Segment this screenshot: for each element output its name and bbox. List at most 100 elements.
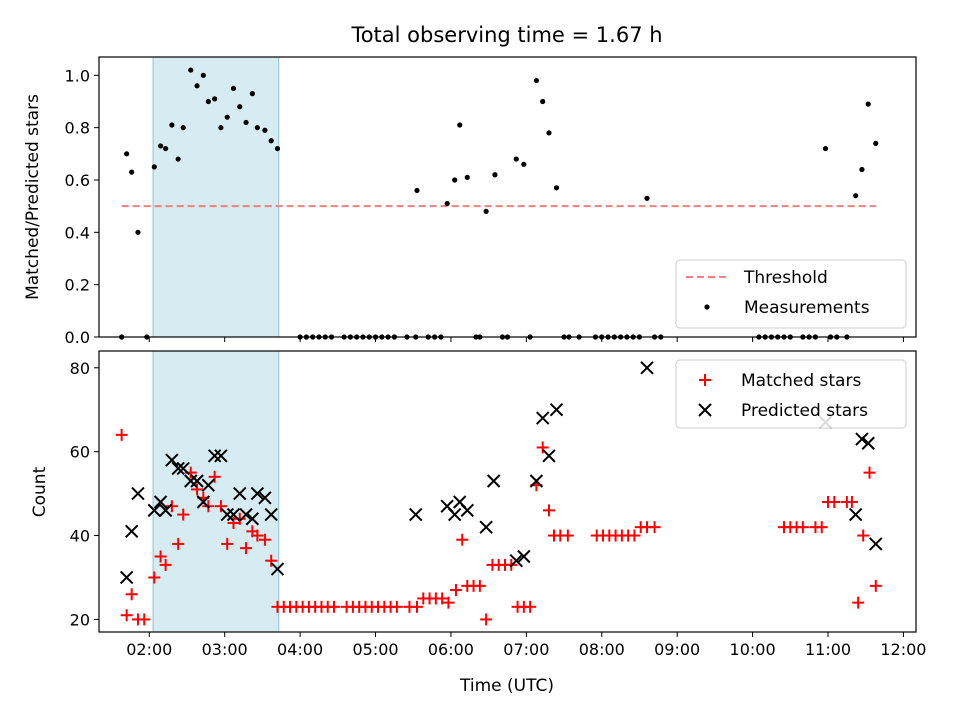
- cross-stroke-b: [855, 432, 869, 446]
- y-tick-label: 80: [70, 359, 90, 378]
- matched-point: [390, 600, 403, 613]
- observing-span: [152, 56, 280, 338]
- predicted-point: [486, 474, 501, 488]
- matched-point: [120, 609, 133, 622]
- legend-predicted-swatch: [698, 403, 712, 417]
- cross-stroke-b: [440, 499, 454, 513]
- matched-point: [214, 500, 227, 513]
- predicted-point: [861, 436, 875, 450]
- cross-stroke-b: [258, 491, 272, 505]
- cross-stroke-b: [270, 562, 285, 576]
- matched-point: [561, 529, 574, 542]
- cross-stroke-b: [196, 495, 211, 509]
- cross-stroke-b: [190, 474, 204, 488]
- measurement-point: [268, 138, 274, 144]
- predicted-point: [147, 503, 162, 518]
- predicted-point: [479, 520, 493, 534]
- cross-stroke-b: [453, 495, 467, 509]
- x-tick-label: 07:00: [503, 640, 549, 659]
- cross-stroke-b: [124, 524, 139, 539]
- predicted-point: [460, 503, 474, 518]
- x-tick-label: 02:00: [126, 640, 172, 659]
- matched-point: [221, 537, 234, 550]
- matched-point: [648, 521, 661, 534]
- measurement-point: [873, 140, 879, 146]
- matched-point: [265, 554, 278, 567]
- x-tick-label: 06:00: [428, 640, 474, 659]
- figure-title: Total observing time = 1.67 h: [350, 23, 662, 47]
- x-tick-label: 12:00: [880, 640, 926, 659]
- predicted-point: [517, 549, 531, 564]
- cross-stroke-b: [245, 512, 260, 526]
- measurement-point: [243, 119, 249, 126]
- measurement-point: [212, 96, 218, 102]
- cross-stroke-b: [239, 507, 253, 522]
- measurement-point: [865, 101, 871, 107]
- predicted-point: [184, 474, 198, 488]
- y-tick-label: 40: [70, 527, 90, 546]
- predicted-point: [258, 491, 272, 505]
- cross-stroke-b: [861, 436, 875, 450]
- cross-stroke-b: [119, 570, 134, 585]
- measurement-point: [124, 151, 130, 157]
- matched-point: [191, 483, 204, 496]
- cross-stroke-b: [158, 503, 173, 518]
- predicted-point: [448, 507, 462, 522]
- cross-stroke-b: [184, 474, 198, 488]
- matched-point: [852, 596, 865, 609]
- matched-point: [436, 592, 449, 605]
- matched-point: [233, 512, 246, 525]
- predicted-point: [542, 449, 556, 463]
- matched-point: [524, 600, 537, 613]
- cross-stroke-b: [409, 507, 423, 522]
- measurement-point: [483, 208, 489, 214]
- predicted-point: [124, 524, 139, 539]
- measurement-point: [492, 172, 498, 178]
- cross-stroke-b: [220, 507, 234, 522]
- measurement-point: [553, 185, 560, 191]
- top-frame: [98, 56, 917, 338]
- measurement-point: [237, 104, 243, 110]
- cross-stroke-b: [226, 507, 241, 522]
- cross-stroke-b: [535, 411, 550, 425]
- predicted-point: [131, 486, 145, 501]
- top-y-axis-label: Matched/Predicted stars: [23, 94, 43, 300]
- measurement-point: [533, 77, 540, 84]
- measurement-point: [230, 85, 237, 92]
- predicted-point: [220, 507, 234, 522]
- measurement-point: [249, 91, 255, 97]
- matched-point: [449, 584, 462, 597]
- predicted-point: [549, 403, 564, 417]
- cross-stroke-b: [517, 549, 531, 564]
- measurement-point: [540, 98, 546, 105]
- measurement-point: [859, 166, 865, 173]
- cross-stroke-b: [171, 461, 185, 476]
- predicted-point: [207, 449, 222, 463]
- matched-point: [857, 529, 870, 542]
- predicted-point: [176, 461, 190, 476]
- cross-stroke-b: [264, 507, 278, 522]
- matched-point: [815, 521, 828, 534]
- predicted-point: [233, 486, 247, 501]
- legend-threshold-label: Threshold: [743, 268, 828, 288]
- predicted-point: [409, 507, 423, 522]
- predicted-point: [848, 507, 863, 522]
- matched-point: [208, 470, 221, 483]
- x-tick-label: 09:00: [654, 640, 700, 659]
- matched-point: [177, 508, 190, 521]
- cross-stroke-b: [509, 553, 524, 568]
- predicted-point: [153, 495, 168, 509]
- x-axis-label: Time (UTC): [459, 676, 554, 696]
- matched-point: [536, 441, 549, 454]
- legend-matched-label: Matched stars: [741, 371, 861, 391]
- measurement-point: [274, 145, 281, 152]
- x-tick-label: 10:00: [730, 640, 776, 659]
- measurement-point: [444, 200, 450, 207]
- ratio-axes: 0.0 0.2 0.4 0.6 0.8 1.0 Threshold Measurements: [65, 56, 917, 347]
- cross-stroke-b: [486, 474, 501, 488]
- legend-matched-swatch: [699, 374, 711, 386]
- predicted-point: [171, 461, 185, 476]
- cross-stroke-b: [207, 449, 222, 463]
- top-legend: Threshold Measurements: [675, 259, 907, 329]
